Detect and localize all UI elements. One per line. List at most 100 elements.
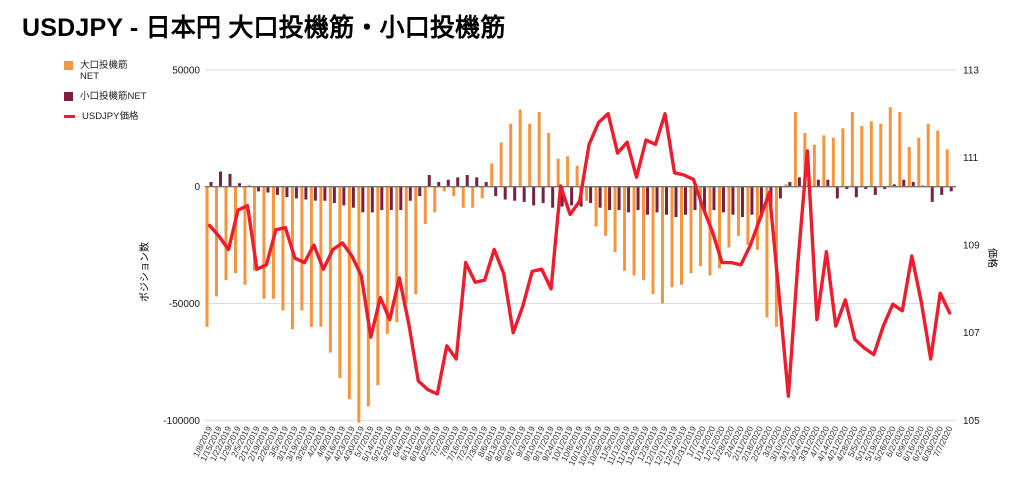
bar-small-spec xyxy=(294,186,298,199)
bar-large-spec xyxy=(547,132,551,187)
bar-large-spec xyxy=(414,186,418,295)
right-axis-tick: 107 xyxy=(963,328,980,339)
bar-small-spec xyxy=(797,177,801,187)
bar-small-spec xyxy=(778,186,782,199)
bar-small-spec xyxy=(503,186,507,200)
bar-small-spec xyxy=(589,186,593,204)
bar-small-spec xyxy=(873,186,877,195)
left-axis-title: ポジション数 xyxy=(138,242,151,302)
bar-small-spec xyxy=(702,186,706,213)
bar-large-spec xyxy=(290,186,294,330)
bar-small-spec xyxy=(237,183,241,187)
bar-large-spec xyxy=(917,137,921,187)
bar-large-spec xyxy=(585,186,589,201)
bar-small-spec xyxy=(788,182,792,187)
bar-small-spec xyxy=(266,186,270,193)
bar-large-spec xyxy=(528,123,532,187)
bar-large-spec xyxy=(727,186,731,248)
right-axis-tick: 111 xyxy=(963,153,979,164)
bar-large-spec xyxy=(509,123,513,187)
bar-large-spec xyxy=(632,186,636,276)
bar-small-spec xyxy=(721,186,725,213)
bar-large-spec xyxy=(499,142,503,187)
bar-small-spec xyxy=(484,182,488,187)
bar-small-spec xyxy=(361,186,365,213)
bar-small-spec xyxy=(949,186,953,192)
bar-small-spec xyxy=(541,186,545,204)
bar-large-spec xyxy=(309,186,313,327)
right-axis-tick: 109 xyxy=(963,241,980,252)
bar-small-spec xyxy=(228,173,232,187)
page-title: USDJPY - 日本円 大口投機筋・小口投機筋 xyxy=(22,14,506,42)
bar-large-spec xyxy=(366,186,370,407)
left-axis-tick: -50000 xyxy=(169,299,201,310)
bar-large-spec xyxy=(812,144,816,187)
bar-large-spec xyxy=(566,156,570,187)
bar-large-spec xyxy=(243,186,247,285)
legend-label-small-spec: 小口投機筋NET xyxy=(80,91,147,102)
bar-large-spec xyxy=(575,165,579,187)
small-spec-bars xyxy=(209,171,953,218)
bar-small-spec xyxy=(816,179,820,187)
bar-large-spec xyxy=(442,186,446,192)
bar-large-spec xyxy=(680,186,683,285)
bar-small-spec xyxy=(712,186,716,211)
bar-large-spec xyxy=(338,186,342,379)
bar-small-spec xyxy=(911,182,915,187)
bar-large-spec xyxy=(480,186,484,199)
bar-small-spec xyxy=(513,186,517,201)
bar-small-spec xyxy=(313,186,317,201)
bar-small-spec xyxy=(532,186,536,206)
bar-small-spec xyxy=(408,186,412,201)
bar-large-spec xyxy=(803,132,807,187)
bar-small-spec xyxy=(636,186,640,211)
bar-large-spec xyxy=(746,186,750,246)
bar-small-spec xyxy=(475,177,479,187)
bar-small-spec xyxy=(465,175,469,187)
left-axis-tick: 0 xyxy=(194,182,200,193)
bar-small-spec xyxy=(674,186,678,218)
bar-small-spec xyxy=(342,186,346,206)
bar-small-spec xyxy=(627,186,631,213)
left-axis-tick: -100000 xyxy=(163,416,200,427)
bar-small-spec xyxy=(845,186,849,190)
bar-large-spec xyxy=(898,111,902,187)
bar-small-spec xyxy=(930,186,934,202)
bar-small-spec xyxy=(693,186,697,211)
right-axis-tick: 113 xyxy=(963,65,979,76)
price-line xyxy=(207,112,952,398)
bar-large-spec xyxy=(423,186,427,225)
bar-small-spec xyxy=(323,186,327,201)
bar-small-spec xyxy=(218,171,222,187)
legend-item-price[interactable]: USDJPY価格 xyxy=(64,111,147,122)
small-spec-swatch-icon xyxy=(64,92,73,101)
left-axis-tick-labels: 50000 0 -50000 -100000 xyxy=(163,65,200,426)
bar-large-spec xyxy=(651,186,655,295)
legend-label-large-spec: 大口投機筋 NET xyxy=(80,60,128,82)
bar-large-spec xyxy=(433,186,437,213)
legend-label-price: USDJPY価格 xyxy=(82,111,139,122)
bar-large-spec xyxy=(765,186,769,318)
legend-item-large-spec[interactable]: 大口投機筋 NET xyxy=(64,60,147,82)
bar-large-spec xyxy=(385,186,389,334)
bar-small-spec xyxy=(864,186,868,190)
bar-small-spec xyxy=(209,182,213,187)
bar-small-spec xyxy=(655,186,659,213)
bar-small-spec xyxy=(399,186,403,211)
large-spec-swatch-icon xyxy=(64,61,73,70)
bar-large-spec xyxy=(319,186,323,327)
bar-large-spec xyxy=(594,186,598,227)
bar-small-spec xyxy=(731,186,735,215)
bar-small-spec xyxy=(750,186,754,215)
bar-large-spec xyxy=(537,111,541,187)
legend-item-small-spec[interactable]: 小口投機筋NET xyxy=(64,91,147,102)
bar-small-spec xyxy=(351,186,355,208)
bar-small-spec xyxy=(275,186,279,195)
bar-small-spec xyxy=(285,186,289,198)
bar-large-spec xyxy=(888,107,892,187)
bar-large-spec xyxy=(281,186,285,311)
bar-large-spec xyxy=(224,186,228,281)
bar-large-spec xyxy=(357,186,361,423)
bar-small-spec xyxy=(332,186,336,204)
bar-small-spec xyxy=(494,186,498,197)
